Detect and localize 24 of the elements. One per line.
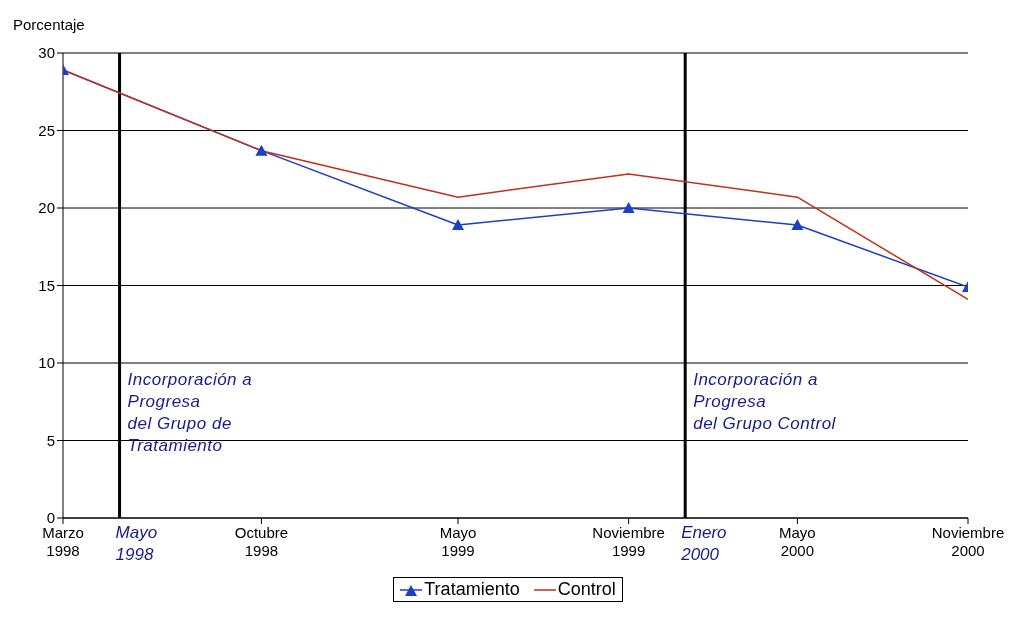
annotation: Incorporación a Progresa del Grupo de Tratamiento (127, 369, 253, 457)
y-tick-label: 30 (38, 44, 55, 62)
y-tick-label: 0 (46, 509, 55, 527)
legend-label: Control (557, 579, 616, 600)
x-tick-label: Octubre 1998 (234, 524, 289, 559)
x-tick-label: Mayo 1999 (439, 524, 477, 559)
x-tick-label: Noviembre 2000 (931, 524, 1005, 559)
x-tick-label: Marzo 1998 (42, 524, 84, 559)
point (791, 219, 804, 231)
ref-line-label: Enero 2000 (681, 522, 727, 566)
y-tick-label: 15 (38, 276, 55, 294)
y-tick-label: 20 (38, 199, 55, 217)
point (255, 144, 268, 156)
y-axis-title: Porcentaje (13, 16, 85, 33)
point (622, 202, 635, 213)
y-tick-label: 10 (38, 354, 55, 372)
x-tick-label: Noviembre 1999 (592, 524, 665, 559)
ref-line-label: Mayo 1998 (115, 522, 158, 566)
y-tick-label: 5 (46, 431, 55, 449)
legend-label: Tratamiento (424, 579, 520, 600)
point (452, 219, 465, 231)
y-tick-label: 25 (38, 121, 55, 139)
annotation: Incorporación a Progresa del Grupo Control (693, 369, 836, 435)
x-tick-label: Mayo 2000 (779, 524, 816, 559)
